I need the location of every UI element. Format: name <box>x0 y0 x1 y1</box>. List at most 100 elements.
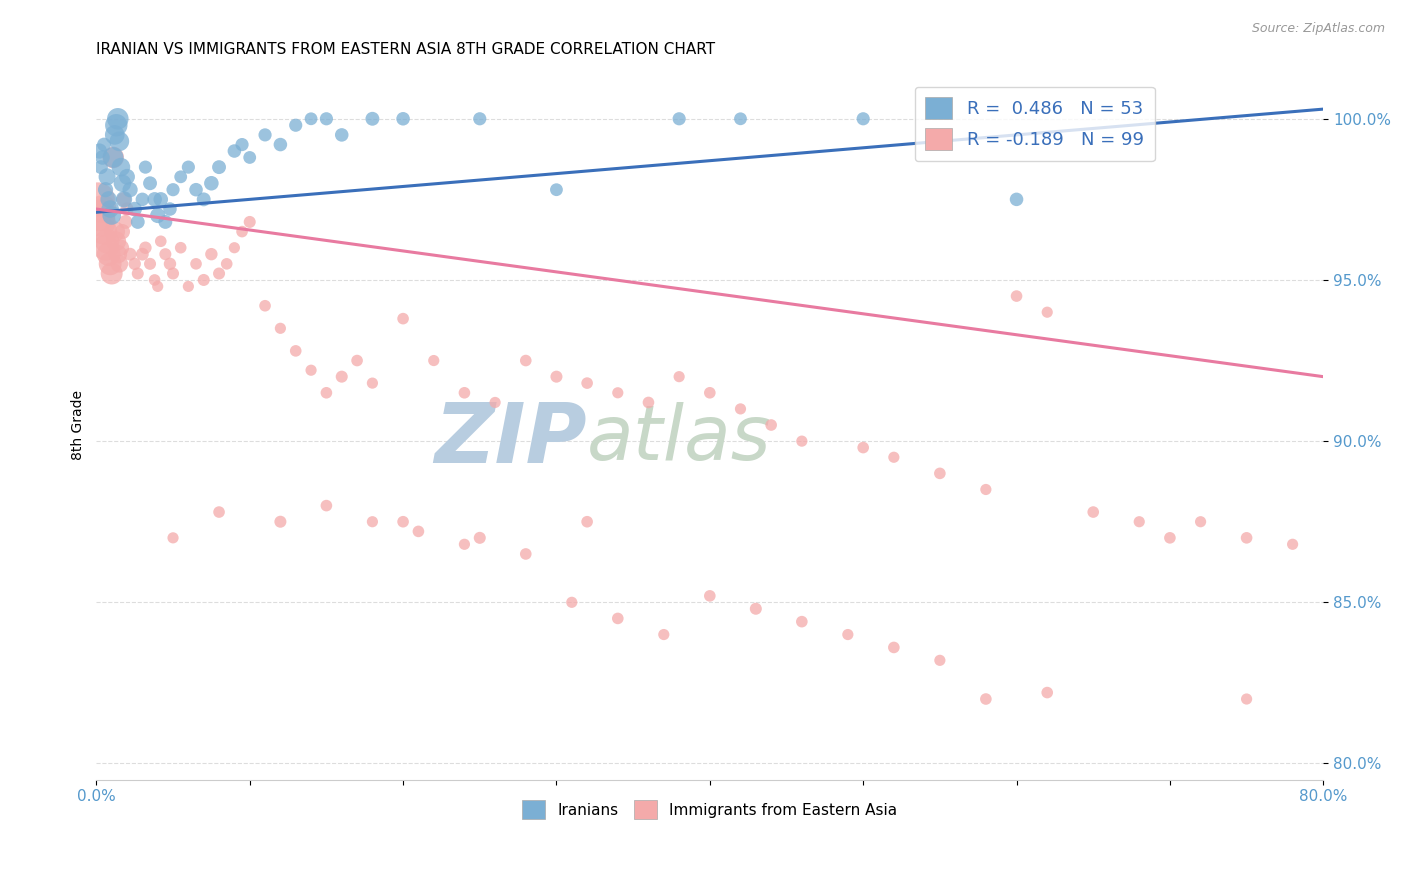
Point <box>177 160 200 174</box>
Point <box>208 267 231 281</box>
Point <box>143 193 166 207</box>
Point <box>104 225 127 239</box>
Point <box>284 118 307 132</box>
Point <box>127 267 149 281</box>
Point <box>1159 531 1181 545</box>
Point <box>730 401 752 416</box>
Point <box>139 257 162 271</box>
Text: ZIP: ZIP <box>434 399 588 480</box>
Point <box>423 353 446 368</box>
Point <box>97 247 120 261</box>
Point <box>269 137 291 152</box>
Point <box>124 257 146 271</box>
Point <box>1005 289 1028 303</box>
Point <box>131 193 153 207</box>
Point <box>837 627 859 641</box>
Point <box>561 595 583 609</box>
Legend: Iranians, Immigrants from Eastern Asia: Iranians, Immigrants from Eastern Asia <box>516 794 903 825</box>
Point <box>974 483 997 497</box>
Point <box>115 169 138 184</box>
Point <box>468 112 491 126</box>
Point <box>111 225 134 239</box>
Point <box>107 247 129 261</box>
Point <box>668 369 690 384</box>
Point <box>1036 305 1059 319</box>
Point <box>100 267 122 281</box>
Point <box>162 183 184 197</box>
Point <box>1083 505 1105 519</box>
Point <box>105 118 128 132</box>
Point <box>928 653 950 667</box>
Point <box>103 151 125 165</box>
Point <box>107 112 129 126</box>
Point <box>361 515 384 529</box>
Text: atlas: atlas <box>588 402 772 476</box>
Point <box>606 611 628 625</box>
Point <box>576 515 599 529</box>
Point <box>606 385 628 400</box>
Point <box>315 499 337 513</box>
Point <box>91 202 114 216</box>
Point <box>224 144 246 158</box>
Point <box>162 531 184 545</box>
Point <box>87 193 110 207</box>
Point <box>200 176 222 190</box>
Point <box>668 112 690 126</box>
Point <box>299 112 322 126</box>
Point <box>1128 515 1150 529</box>
Point <box>105 234 128 248</box>
Point <box>453 537 475 551</box>
Point <box>468 531 491 545</box>
Point <box>155 247 177 261</box>
Point <box>110 160 132 174</box>
Point <box>184 257 207 271</box>
Point <box>98 257 121 271</box>
Point <box>928 467 950 481</box>
Point <box>143 273 166 287</box>
Point <box>91 151 114 165</box>
Point <box>90 215 112 229</box>
Point <box>330 369 353 384</box>
Point <box>1189 515 1212 529</box>
Point <box>974 692 997 706</box>
Point <box>759 417 782 432</box>
Point <box>97 193 120 207</box>
Point <box>299 363 322 377</box>
Point <box>515 353 537 368</box>
Point <box>883 640 905 655</box>
Point <box>149 234 172 248</box>
Point <box>98 202 121 216</box>
Point <box>96 169 118 184</box>
Point <box>392 311 415 326</box>
Point <box>103 151 125 165</box>
Point <box>239 215 262 229</box>
Point <box>1236 692 1258 706</box>
Point <box>408 524 430 539</box>
Point <box>231 137 253 152</box>
Point <box>1005 193 1028 207</box>
Point <box>104 128 127 142</box>
Point <box>790 434 813 449</box>
Point <box>108 257 131 271</box>
Point <box>852 441 875 455</box>
Point <box>90 160 112 174</box>
Point <box>745 601 768 615</box>
Point <box>120 183 142 197</box>
Point <box>89 144 111 158</box>
Point <box>131 247 153 261</box>
Point <box>576 376 599 390</box>
Point <box>546 369 568 384</box>
Point <box>269 515 291 529</box>
Point <box>699 589 721 603</box>
Point <box>146 279 169 293</box>
Point <box>193 273 215 287</box>
Point <box>315 112 337 126</box>
Point <box>114 215 136 229</box>
Point <box>224 241 246 255</box>
Point <box>239 151 262 165</box>
Point <box>177 279 200 293</box>
Point <box>127 215 149 229</box>
Point <box>110 241 132 255</box>
Point <box>284 343 307 358</box>
Point <box>94 241 117 255</box>
